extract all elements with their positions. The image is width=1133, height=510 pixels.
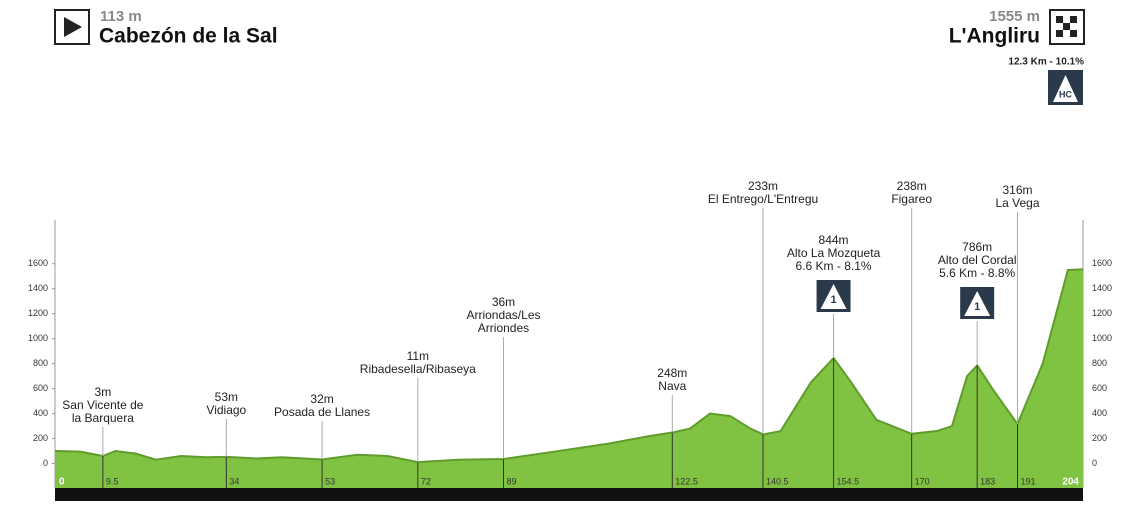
- waypoint-name: la Barquera: [72, 411, 134, 425]
- km-label: 140.5: [766, 476, 789, 486]
- y-tick-label-left: 1600: [28, 258, 48, 268]
- y-tick-label-left: 1200: [28, 308, 48, 318]
- km-label: 154.5: [837, 476, 860, 486]
- waypoint-elevation: 248m: [657, 366, 687, 380]
- km-label: 72: [421, 476, 431, 486]
- y-tick-label-left: 1000: [28, 333, 48, 343]
- km-label: 9.5: [106, 476, 119, 486]
- waypoint-elevation: 316m: [1002, 183, 1032, 197]
- waypoint-name: Nava: [658, 379, 686, 393]
- km-label: 191: [1020, 476, 1035, 486]
- waypoint-elevation: 786m: [962, 240, 992, 254]
- waypoint-name: Arriondas/Les: [466, 308, 540, 322]
- waypoint-name: Alto La Mozqueta: [787, 246, 881, 260]
- y-tick-label-right: 1400: [1092, 283, 1112, 293]
- waypoint-name: Alto del Cordal: [938, 253, 1017, 267]
- km-bar: [55, 488, 1083, 501]
- km-label: 53: [325, 476, 335, 486]
- km-label: 204: [1062, 477, 1079, 488]
- km-label: 0: [59, 477, 65, 488]
- y-tick-label-left: 0: [43, 458, 48, 468]
- category-label: 1: [974, 301, 980, 313]
- badge-mountain: [820, 284, 847, 309]
- y-tick-label-right: 400: [1092, 408, 1107, 418]
- waypoint-elevation: 36m: [492, 295, 515, 309]
- waypoint-name: San Vicente de: [62, 398, 144, 412]
- category-badge: 1: [960, 287, 995, 319]
- y-tick-label-right: 1600: [1092, 258, 1112, 268]
- waypoint-name: Posada de Llanes: [274, 405, 370, 419]
- profile-fill: [55, 269, 1083, 488]
- finish-category: HC: [1059, 89, 1072, 99]
- y-tick-label-right: 0: [1092, 458, 1097, 468]
- start-elevation: 113 m: [100, 8, 142, 25]
- y-tick-label-left: 400: [33, 408, 48, 418]
- waypoint-elevation: 233m: [748, 179, 778, 193]
- km-label: 170: [915, 476, 930, 486]
- finish-elevation: 1555 m: [989, 8, 1040, 25]
- category-badge: 1: [816, 280, 851, 312]
- badge-mountain: [964, 291, 991, 316]
- category-label: 1: [830, 294, 836, 306]
- waypoint-elevation: 32m: [310, 392, 333, 406]
- y-tick-label-left: 1400: [28, 283, 48, 293]
- waypoint-climb: 5.6 Km - 8.8%: [939, 266, 1015, 280]
- km-label: 183: [980, 476, 995, 486]
- waypoint-name: Figareo: [891, 192, 932, 206]
- waypoint-name: El Entrego/L'Entregu: [708, 192, 818, 206]
- finish-icon: [1049, 9, 1085, 45]
- km-label: 122.5: [675, 476, 698, 486]
- y-tick-label-left: 800: [33, 358, 48, 368]
- waypoint-climb: 6.6 Km - 8.1%: [796, 259, 872, 273]
- km-label: 34: [229, 476, 239, 486]
- y-tick-label-right: 600: [1092, 383, 1107, 393]
- waypoint-name: La Vega: [995, 196, 1039, 210]
- waypoint-name: Ribadesella/Ribaseya: [360, 362, 476, 376]
- waypoint-elevation: 53m: [215, 390, 238, 404]
- y-tick-label-right: 800: [1092, 358, 1107, 368]
- finish-category-badge: HC: [1048, 70, 1083, 105]
- waypoint-elevation: 238m: [897, 179, 927, 193]
- waypoint-elevation: 11m: [407, 349, 429, 363]
- start-icon: [54, 9, 90, 45]
- waypoint-name: Arriondes: [478, 321, 529, 335]
- y-tick-label-right: 200: [1092, 433, 1107, 443]
- finish-climb: 12.3 Km - 10.1%: [1008, 57, 1084, 68]
- waypoint-elevation: 3m: [95, 385, 112, 399]
- y-tick-label-right: 1200: [1092, 308, 1112, 318]
- y-tick-label-left: 600: [33, 383, 48, 393]
- start-name: Cabezón de la Sal: [99, 25, 278, 48]
- y-tick-label-right: 1000: [1092, 333, 1112, 343]
- finish-name: L'Angliru: [949, 25, 1040, 48]
- y-tick-label-left: 200: [33, 433, 48, 443]
- km-label: 89: [506, 476, 516, 486]
- waypoint-elevation: 844m: [819, 233, 849, 247]
- waypoint-name: Vidiago: [206, 403, 246, 417]
